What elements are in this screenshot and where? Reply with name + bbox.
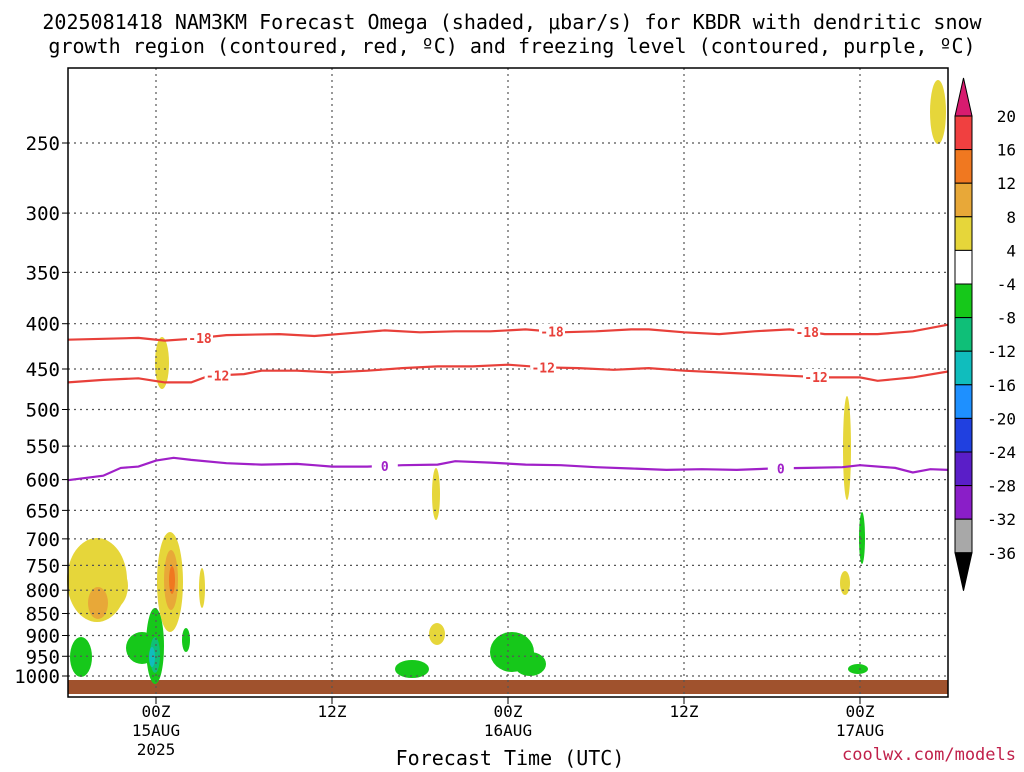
omega-shaded-cell — [843, 396, 851, 500]
contour-label-bg — [794, 323, 821, 340]
contour-label-dgz_upper: -18 — [188, 332, 212, 347]
contour-label-bg — [530, 359, 557, 376]
colorbar-label: 12 — [997, 174, 1016, 193]
contour-label-dgz_lower: -12 — [531, 361, 554, 376]
colorbar-label: -16 — [987, 376, 1016, 395]
pressure-tick-label: 1000 — [14, 666, 60, 688]
time-tick-label: 12Z — [318, 702, 347, 721]
colorbar-label: 16 — [997, 141, 1016, 160]
colorbar-segment — [954, 115, 973, 151]
colorbar-segment — [954, 485, 973, 520]
omega-shaded-cell — [432, 468, 440, 520]
contour-label-bg — [767, 460, 794, 477]
omega-shaded-cell — [848, 664, 868, 674]
colorbar-label: -36 — [987, 544, 1016, 563]
contour-label-bg — [204, 367, 231, 384]
pressure-tick-label: 250 — [26, 133, 60, 155]
colorbar-segment — [954, 283, 973, 319]
colorbar-segment — [954, 182, 973, 218]
pressure-tick-label: 800 — [26, 580, 60, 602]
pressure-tick-label: 500 — [26, 400, 60, 422]
colorbar: 20 16 12 8 4 -4 -8 -12 -16 -20 -24 -28 -32 -36 — [954, 77, 1016, 591]
pressure-tick-label: 650 — [26, 500, 60, 522]
contour-label-freezing: 0 — [777, 462, 785, 477]
colorbar-label: -24 — [987, 443, 1016, 462]
colorbar-label: -32 — [987, 510, 1016, 529]
colorbar-label: -4 — [997, 275, 1016, 294]
contour-label-dgz_upper: -18 — [540, 326, 564, 341]
omega-shaded-cell — [88, 587, 108, 619]
pressure-tick-label: 300 — [26, 203, 60, 225]
colorbar-label: -8 — [997, 309, 1016, 328]
time-tick-label: 00Z — [846, 702, 875, 721]
omega-shaded-cell — [70, 637, 92, 677]
colorbar-label: -28 — [987, 477, 1016, 496]
pressure-axis: 2503003504004505005506006507007508008509… — [14, 133, 68, 688]
pressure-tick-label: 600 — [26, 470, 60, 492]
colorbar-segment — [954, 518, 973, 554]
time-tick-date: 17AUG — [836, 721, 884, 740]
colorbar-segment — [954, 417, 973, 453]
omega-shaded-cell — [155, 337, 169, 389]
omega-shaded-cell — [169, 566, 175, 594]
time-tick-date: 15AUG — [132, 721, 180, 740]
time-tick-year: 2025 — [137, 740, 176, 759]
time-tick-label: 00Z — [494, 702, 523, 721]
grid-lines — [68, 68, 948, 697]
plot-frame — [67, 67, 949, 698]
colorbar-segment — [954, 149, 973, 184]
colorbar-segment — [954, 384, 973, 419]
chart-title-line2: growth region (contoured, red, ºC) and f… — [48, 34, 975, 58]
contour-lines: -18 -18 -18 -12 -12 -12 0 0 — [67, 323, 949, 482]
colorbar-segment — [954, 317, 973, 352]
contour-label-dgz_upper: -18 — [795, 326, 819, 341]
omega-shaded-cell — [149, 647, 155, 667]
time-tick-label: 12Z — [670, 702, 699, 721]
colorbar-label: -20 — [987, 409, 1016, 428]
omega-shaded-cell — [395, 660, 429, 678]
credit-text: coolwx.com/models — [842, 745, 1016, 765]
colorbar-bottom-arrow — [954, 552, 973, 591]
omega-shaded-cell — [182, 628, 190, 652]
contour-label-bg — [539, 323, 565, 340]
contour-label-dgz_lower: -12 — [804, 371, 827, 386]
pressure-tick-label: 850 — [26, 604, 60, 626]
pressure-tick-label: 400 — [26, 314, 60, 336]
omega-shaded-cell — [840, 571, 850, 595]
contour-label-freezing: 0 — [381, 460, 389, 475]
colorbar-top-arrow — [954, 77, 973, 117]
pressure-tick-label: 350 — [26, 262, 60, 284]
colorbar-label: 20 — [997, 107, 1016, 126]
pressure-tick-label: 950 — [26, 646, 60, 668]
contour-label-bg — [187, 329, 213, 346]
contour-label-dgz_lower: -12 — [206, 369, 229, 384]
contour-line-freezing — [67, 456, 949, 482]
pressure-tick-label: 900 — [26, 625, 60, 647]
pressure-tick-label: 750 — [26, 555, 60, 577]
time-tick-label: 00Z — [142, 702, 171, 721]
omega-shaded-cell — [199, 568, 205, 608]
pressure-tick-label: 700 — [26, 529, 60, 551]
colorbar-segment — [954, 249, 973, 285]
colorbar-segment — [954, 350, 973, 386]
colorbar-label: 4 — [1006, 241, 1016, 260]
time-tick-date: 16AUG — [484, 721, 532, 740]
omega-shaded-cell — [429, 623, 445, 645]
contour-label-bg — [803, 369, 829, 386]
omega-shaded-cell — [930, 80, 946, 144]
colorbar-label: 8 — [1006, 208, 1016, 227]
chart-title-line1: 2025081418 NAM3KM Forecast Omega (shaded… — [42, 10, 982, 34]
contour-label-bg — [371, 457, 398, 474]
pressure-tick-label: 450 — [26, 359, 60, 381]
colorbar-label: -12 — [987, 342, 1016, 361]
colorbar-segment — [954, 451, 973, 487]
omega-shaded-cell — [514, 652, 546, 676]
x-axis-label: Forecast Time (UTC) — [396, 746, 625, 768]
pressure-tick-label: 550 — [26, 436, 60, 458]
colorbar-segment — [954, 216, 973, 251]
